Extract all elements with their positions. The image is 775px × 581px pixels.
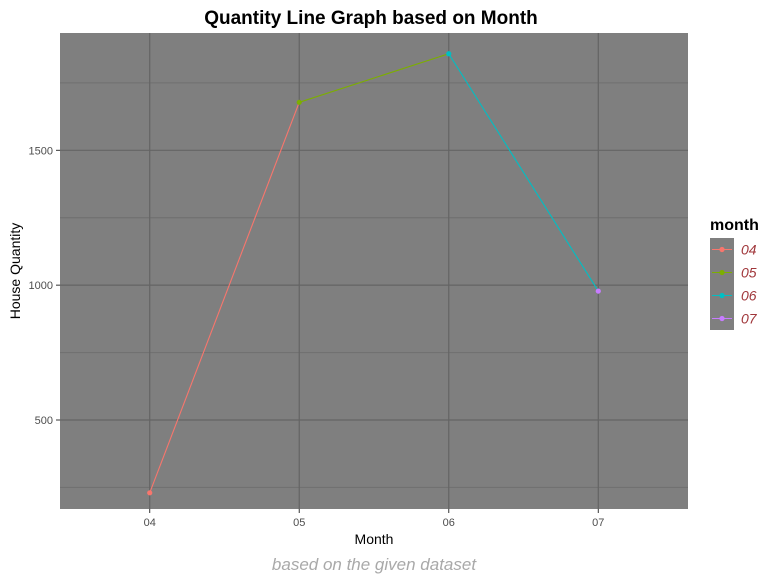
data-point-05 <box>296 99 302 105</box>
data-point-04 <box>147 490 153 496</box>
x-axis-title: Month <box>355 531 394 547</box>
data-point-07 <box>595 288 601 294</box>
legend-label-06: 06 <box>741 288 757 304</box>
y-tick-label: 500 <box>35 415 53 427</box>
legend-title: month <box>710 217 759 234</box>
series-points <box>147 51 601 496</box>
x-tick-label: 06 <box>443 517 455 529</box>
y-tick-label: 1500 <box>29 145 53 157</box>
y-axis-title: House Quantity <box>7 223 23 320</box>
x-tick-label: 05 <box>293 517 305 529</box>
legend-label-04: 04 <box>741 242 757 258</box>
legend-key-point-06 <box>719 292 725 299</box>
x-axis: 04 05 06 07 <box>144 509 604 529</box>
legend-key-background <box>710 238 734 330</box>
plot-panel <box>60 33 688 509</box>
legend-key-point-04 <box>719 246 725 253</box>
y-tick-label: 1000 <box>29 280 53 292</box>
legend-label-05: 05 <box>741 265 757 281</box>
y-axis: 500 1000 1500 <box>29 145 60 427</box>
chart-caption: based on the given dataset <box>272 555 477 574</box>
grid-lines <box>60 33 688 509</box>
legend: 04 05 06 07 <box>710 238 758 330</box>
legend-key-point-05 <box>719 269 725 276</box>
legend-label-07: 07 <box>741 311 758 327</box>
series-line-05 <box>299 53 449 103</box>
legend-key-point-07 <box>719 315 725 322</box>
series-lines <box>149 53 599 494</box>
x-tick-label: 07 <box>592 517 604 529</box>
series-line-04 <box>149 102 300 494</box>
data-point-06 <box>446 51 452 57</box>
x-tick-label: 04 <box>144 517 156 529</box>
chart-title: Quantity Line Graph based on Month <box>204 8 538 29</box>
series-line-06 <box>448 53 599 292</box>
